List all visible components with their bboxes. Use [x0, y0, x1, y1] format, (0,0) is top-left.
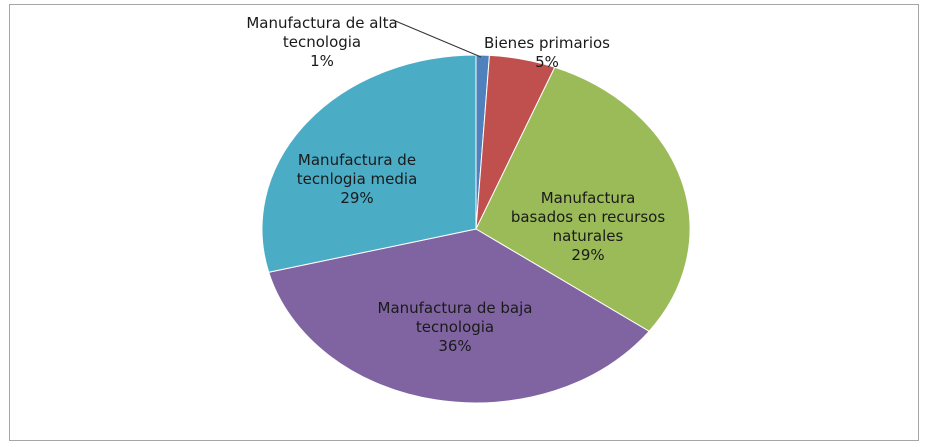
category-label: Manufactura basados en recursos naturale…	[510, 189, 666, 245]
slice-label: Manufactura de tecnlogia media 29%	[282, 151, 432, 208]
slice-label: Manufactura basados en recursos naturale…	[508, 189, 668, 265]
slice-label: Manufactura de baja tecnologia 36%	[375, 299, 535, 356]
slice-label: Bienes primarios 5%	[462, 34, 632, 72]
category-label: Manufactura de tecnlogia media	[296, 151, 418, 188]
value-label: 36%	[438, 337, 472, 355]
value-label: 29%	[571, 246, 605, 264]
category-label: Manufactura de alta tecnologia	[246, 14, 398, 51]
value-label: 1%	[310, 52, 334, 70]
slice-label: Manufactura de alta tecnologia 1%	[237, 14, 407, 71]
pie-slice	[261, 54, 477, 273]
pie-slice	[475, 66, 691, 332]
pie-slice	[268, 228, 650, 404]
value-label: 29%	[340, 189, 374, 207]
leader-line	[392, 19, 482, 58]
value-label: 5%	[535, 53, 559, 71]
category-label: Manufactura de baja tecnologia	[377, 299, 533, 336]
category-label: Bienes primarios	[484, 34, 610, 52]
